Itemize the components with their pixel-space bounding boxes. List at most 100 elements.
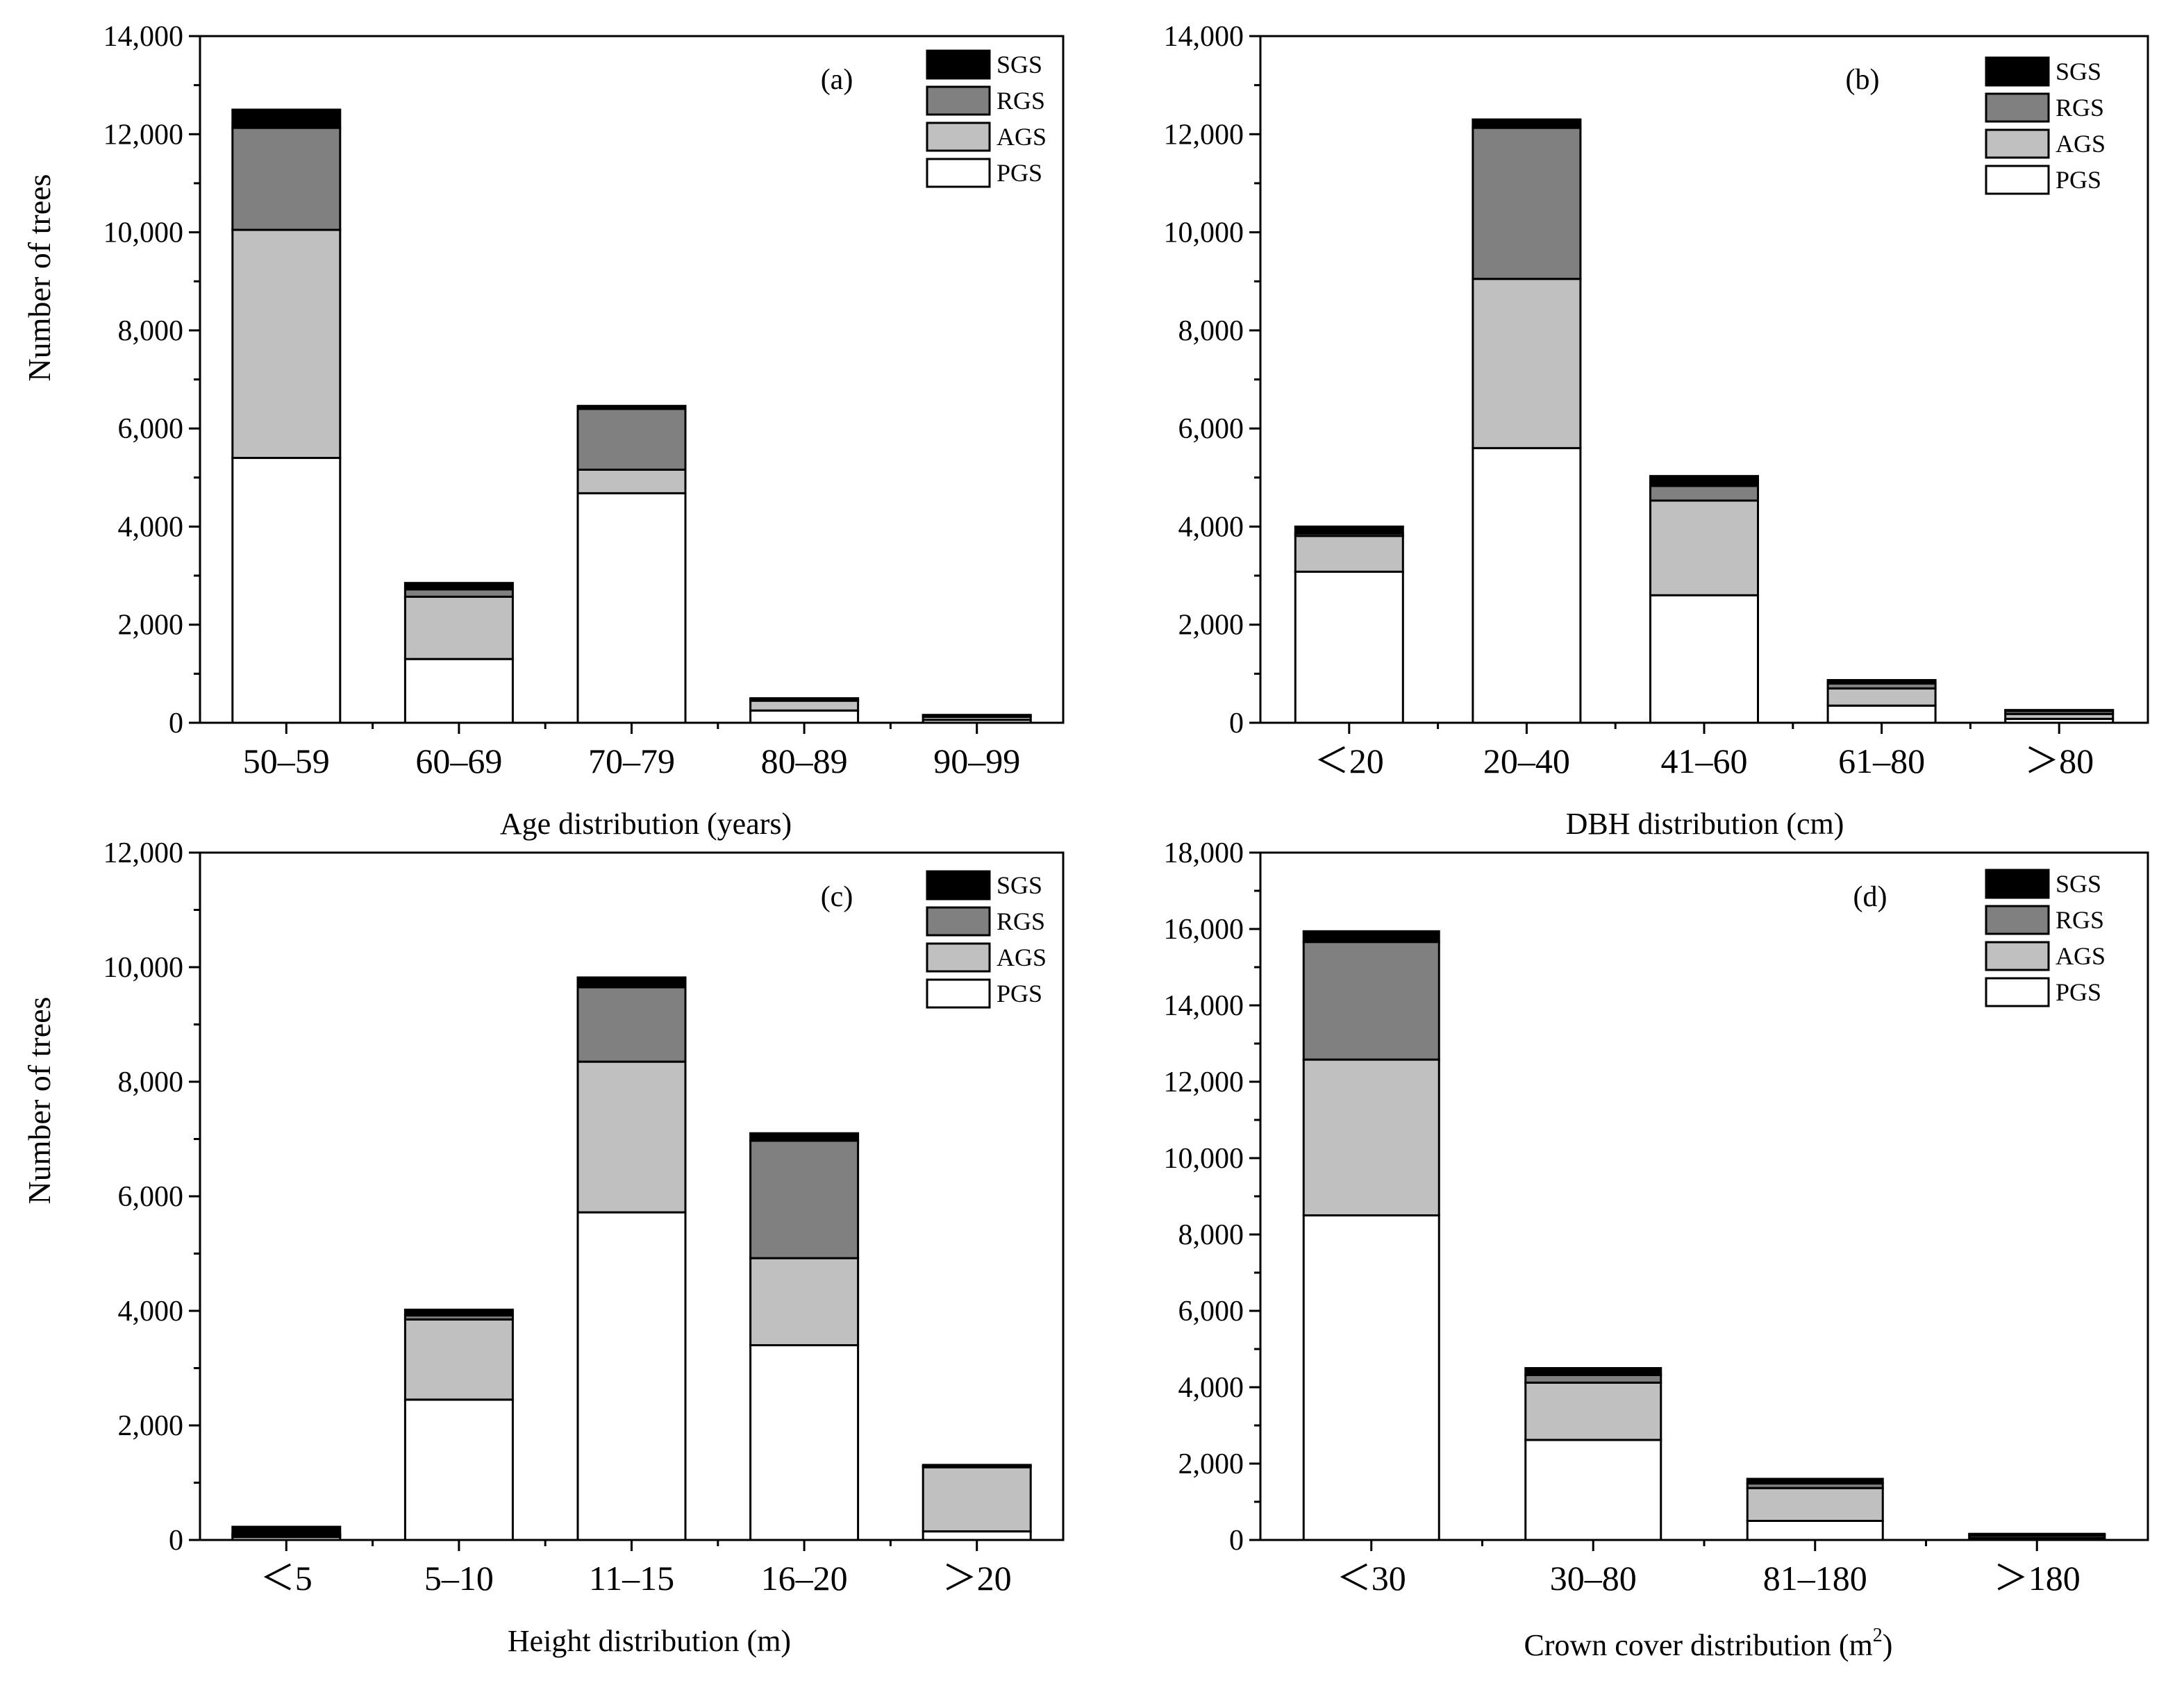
legend-label-pgs-d: PGS [2056,978,2101,1006]
bar-segment-ags-a [576,468,687,494]
legend-swatch-pgs-b [1985,165,2050,195]
y-tick-label-d: 4,000 [1178,1372,1244,1404]
bar-segment-sgs-b [1649,475,1759,487]
bar-segment-sgs-b [1826,679,1937,685]
bar-segment-sgs-b [1294,525,1404,535]
bar-segment-rgs-d [1524,1373,1662,1384]
panel-c: Height distribution (m) 0 2,000 4,000 6,000… [103,837,1065,1658]
bar-segment-sgs-c [403,1308,514,1317]
x-category-label-a: 70–79 [588,742,675,780]
y-tick-label-b: 0 [1229,707,1244,739]
bar-segment-pgs-b [1649,594,1759,724]
bar-segment-sgs-a [749,697,860,701]
x-axis-title-c: Height distribution (m) [508,1624,791,1658]
bar-segment-sgs-c [576,976,687,989]
y-axis-title-top: Number of trees [22,174,57,382]
bar-segment-sgs-c [231,1525,342,1536]
x-category-label-a: 90–99 [933,742,1020,780]
bar-segment-rgs-c [576,986,687,1063]
bar-segment-sgs-d [1302,930,1440,944]
legend-swatch-ags-d [1985,941,2050,971]
bar-segment-sgs-a [403,582,514,591]
panel-a: Age distribution (years) 0 2,000 4,000 6,00… [103,21,1065,841]
x-category-label-c: 16–20 [761,1559,848,1598]
legend-label-sgs-a: SGS [997,51,1042,78]
legend-swatch-rgs-b [1985,92,2050,123]
y-tick-label-b: 2,000 [1178,610,1244,642]
y-tick-label-c: 12,000 [103,837,184,869]
panel-letter-a: (a) [821,64,853,96]
x-axis-title-a: Age distribution (years) [500,807,792,841]
bar-segment-sgs-b [2004,709,2115,712]
bar-segment-rgs-b [1649,485,1759,502]
legend-swatch-ags-b [1985,128,2050,159]
bar-segment-sgs-b [1472,118,1582,129]
bar-segment-sgs-c [749,1132,860,1142]
bar-segment-pgs-d [1302,1214,1440,1541]
y-tick-label-d: 6,000 [1178,1296,1244,1328]
legend-swatch-rgs-c [926,906,991,937]
x-category-label-a: 50–59 [243,742,330,780]
bar-segment-pgs-c [403,1398,514,1541]
legend-swatch-sgs-a [926,49,991,80]
bar-segment-sgs-c [922,1464,1032,1468]
bar-segment-pgs-b [1294,570,1404,724]
legend-swatch-pgs-c [926,978,991,1009]
bar-segment-sgs-d [1746,1477,1884,1485]
legend-swatch-rgs-d [1985,905,2050,935]
bar-segment-ags-d [1524,1381,1662,1441]
bar-segment-ags-d [1746,1487,1884,1522]
bar-segment-pgs-d [1746,1520,1884,1541]
bar-segment-ags-c [922,1466,1032,1533]
bar-segment-pgs-a [231,457,342,724]
x-category-label-d: 30–80 [1550,1559,1637,1598]
bar-segment-ags-d [1302,1058,1440,1216]
legend-label-pgs-b: PGS [2056,166,2101,194]
bar-segment-ags-c [576,1060,687,1214]
bar-segment-pgs-a [576,492,687,724]
panel-d: Crown cover distribution (m2) 0 2,000 4,00… [1164,837,2149,1662]
bar-segment-rgs-a [231,126,342,231]
legend-label-sgs-b: SGS [2056,58,2101,85]
legend-swatch-ags-c [926,942,991,973]
x-category-label-b: 41–60 [1661,742,1748,780]
bar-segment-rgs-d [1302,941,1440,1061]
bar-segment-ags-c [403,1318,514,1401]
legend-swatch-sgs-c [926,870,991,901]
bar-segment-pgs-a [749,709,860,724]
legend-label-sgs-c: SGS [997,871,1042,899]
y-tick-label-d: 18,000 [1164,837,1244,869]
legend-swatch-ags-a [926,122,991,152]
legend-label-rgs-a: RGS [997,87,1045,115]
y-tick-label-d: 8,000 [1178,1219,1244,1251]
bar-segment-sgs-d [1524,1367,1662,1376]
x-axis-title-d-end: ) [1883,1628,1893,1662]
y-tick-label-b: 10,000 [1164,217,1244,249]
legend-swatch-sgs-d [1985,869,2050,899]
y-tick-label-c: 10,000 [103,952,184,984]
bar-segment-rgs-a [576,408,687,471]
y-tick-label-b: 4,000 [1178,511,1244,543]
x-category-label-b: ＞80 [2024,742,2094,780]
y-tick-label-a: 10,000 [103,217,184,249]
bar-segment-rgs-c [749,1139,860,1259]
x-category-label-b: ＜20 [1315,742,1384,780]
y-tick-label-a: 8,000 [118,315,184,347]
panel-letter-b: (b) [1846,64,1880,96]
panel-letter-c: (c) [821,881,853,913]
legend-label-ags-c: AGS [997,944,1047,971]
x-category-label-c: 11–15 [589,1559,674,1598]
legend-label-ags-b: AGS [2056,130,2106,158]
bar-segment-pgs-c [922,1530,1032,1541]
bar-segment-ags-b [1649,499,1759,596]
legend-label-rgs-b: RGS [2056,94,2104,122]
panel-letter-d: (d) [1853,881,1887,913]
bar-segment-ags-b [1826,687,1937,707]
y-tick-label-d: 2,000 [1178,1448,1244,1480]
y-tick-label-c: 6,000 [118,1181,184,1213]
y-tick-label-a: 14,000 [103,21,184,53]
y-tick-label-b: 14,000 [1164,21,1244,53]
x-category-label-c: 5–10 [424,1559,494,1598]
y-tick-label-d: 12,000 [1164,1066,1244,1098]
